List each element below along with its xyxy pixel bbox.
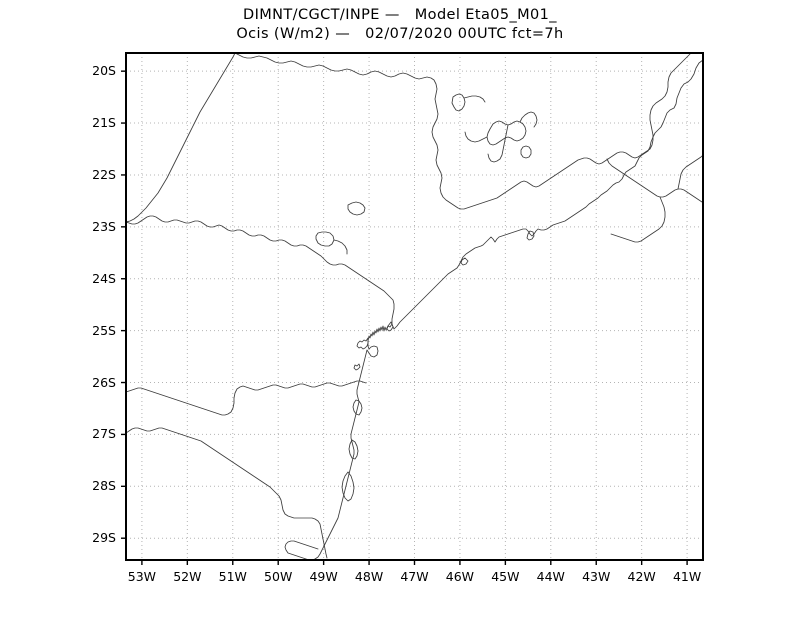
y-axis-tick-label: 25S <box>92 322 116 338</box>
reservoir-paranapanema <box>347 201 366 216</box>
x-axis-tick-label: 48W <box>354 569 384 584</box>
x-axis-tick-label: 51W <box>218 569 247 584</box>
axis-ticks <box>121 70 688 565</box>
coast-inlet-paranagua <box>356 337 369 350</box>
border-sp-mg-east <box>234 53 692 210</box>
y-axis-tick-label: 23S <box>92 218 116 234</box>
reservoir-small-center <box>520 145 532 159</box>
y-axis-tick-label: 20S <box>92 63 116 79</box>
x-axis-tick-label: 41W <box>672 569 702 584</box>
border-rj-es-coast <box>610 196 666 243</box>
x-axis-tick-label: 46W <box>445 569 475 584</box>
border-sp-ms-west <box>126 215 395 325</box>
reservoir-tres-marias-arm <box>463 95 486 103</box>
title-line-1: DIMNT/CGCT/INPE — Model Eta05_M01_ <box>243 7 557 23</box>
y-axis-tick-label: 21S <box>92 115 116 131</box>
y-axis-tick-label: 24S <box>92 270 116 286</box>
lagoa-dos-patos-main <box>341 471 355 502</box>
reservoir-furnas-arm-2 <box>519 111 538 128</box>
coast-island-ilhabela <box>460 257 469 266</box>
y-axis-tick-label: 26S <box>92 374 116 390</box>
lagoa-dos-patos-north <box>348 439 359 460</box>
border-pr-sc <box>126 380 367 416</box>
chart-title: DIMNT/CGCT/INPE — Model Eta05_M01_ Ocis … <box>0 6 800 44</box>
border-mg-es <box>677 154 703 190</box>
reservoir-tres-marias <box>451 93 466 112</box>
x-axis-tick-label: 43W <box>582 569 611 584</box>
x-axis-tick-label: 52W <box>173 569 202 584</box>
border-mg-rj <box>606 158 703 203</box>
reservoir-furnas-arm-3 <box>464 131 488 143</box>
x-axis-tick-label: 49W <box>309 569 338 584</box>
x-axis-tick-label: 44W <box>536 569 565 584</box>
coast-island-florianopolis <box>352 399 363 416</box>
x-axis-tick-label: 50W <box>264 569 293 584</box>
coastline-atlantic <box>284 59 703 560</box>
border-sc-rs <box>126 427 328 559</box>
title-line-2: Ocis (W/m2) — 02/07/2020 00UTC fct=7h <box>236 26 564 42</box>
y-axis-tick-label: 28S <box>92 478 116 494</box>
reservoir-furnas-arm-1 <box>487 124 509 163</box>
coast-bay-santos <box>386 323 394 332</box>
x-axis-tick-label: 42W <box>627 569 656 584</box>
border-sp-mg-north <box>126 53 236 223</box>
x-axis-tick-label: 45W <box>491 569 520 584</box>
y-axis-tick-label: 29S <box>92 530 116 546</box>
coast-inlet-sao-francisco <box>353 363 361 371</box>
reservoir-ilha-solteira-arm <box>333 239 348 255</box>
geography-layer <box>126 53 703 560</box>
x-axis-tick-label: 47W <box>400 569 429 584</box>
coast-bay-guanabara <box>526 230 535 241</box>
x-axis-tick-label: 53W <box>127 569 157 584</box>
y-axis-tick-label: 22S <box>92 166 116 182</box>
reservoir-ilha-solteira <box>315 231 335 247</box>
y-axis-tick-label: 27S <box>92 426 116 442</box>
